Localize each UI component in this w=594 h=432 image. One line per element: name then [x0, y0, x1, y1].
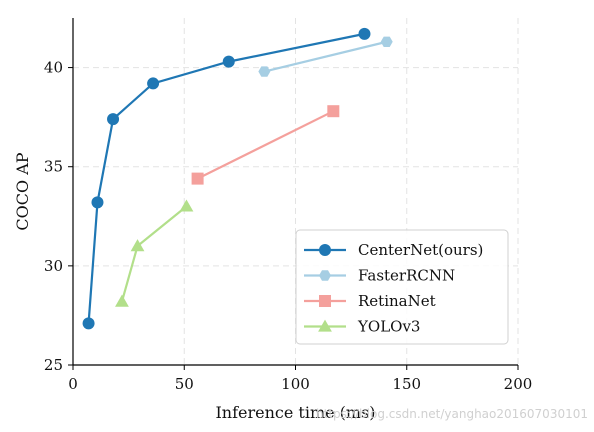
data-point: [222, 55, 235, 68]
legend-marker: [319, 270, 331, 281]
y-axis-ticks: 25 30 35 40: [44, 59, 73, 374]
legend-item: RetinaNet: [304, 292, 436, 310]
data-point: [82, 317, 95, 330]
series-centernet-ours: [82, 27, 371, 330]
data-point: [179, 199, 194, 212]
legend-label: FasterRCNN: [358, 267, 455, 285]
legend-box: [295, 229, 509, 345]
data-point: [258, 66, 271, 77]
data-point: [107, 113, 120, 126]
series-line: [120, 205, 188, 302]
y-tick-label: 40: [44, 59, 63, 77]
legend-marker: [319, 244, 331, 256]
y-tick-label: 35: [44, 158, 63, 176]
series-line: [87, 32, 365, 324]
series-line: [264, 40, 387, 73]
x-tick-label: 200: [504, 375, 533, 393]
data-point: [327, 105, 340, 118]
legend-label: YOLOv3: [357, 318, 420, 336]
x-axis-label: Inference time (ms): [215, 403, 375, 422]
y-axis-label: COCO AP: [13, 152, 32, 230]
series-yolov3: [115, 199, 194, 307]
series-fasterrcnn: [258, 36, 393, 77]
y-tick-label: 30: [44, 257, 63, 275]
legend-label: CenterNet(ours): [358, 241, 483, 259]
data-point: [147, 77, 160, 90]
legend-label: RetinaNet: [358, 292, 436, 310]
series-retinanet: [191, 105, 340, 185]
legend: CenterNet(ours) FasterRCNN RetinaNet YOLOv3: [295, 229, 509, 345]
legend-item: FasterRCNN: [304, 267, 455, 285]
data-point: [358, 27, 371, 40]
x-tick-label: 50: [175, 375, 194, 393]
x-tick-label: 0: [68, 375, 78, 393]
x-tick-label: 150: [392, 375, 421, 393]
y-tick-label: 25: [44, 356, 63, 374]
x-axis-ticks: 0 50 100 150 200: [68, 365, 532, 393]
watermark-text: https://blog.csdn.net/yanghao20160703010…: [316, 407, 588, 421]
data-point: [191, 172, 204, 185]
legend-marker: [318, 319, 332, 332]
data-point: [130, 239, 145, 252]
data-point: [91, 196, 104, 209]
legend-item: YOLOv3: [304, 318, 420, 336]
x-tick-label: 100: [281, 375, 310, 393]
data-point: [115, 294, 129, 307]
series-line: [197, 110, 334, 180]
data-point: [380, 36, 393, 47]
legend-item: CenterNet(ours): [304, 241, 483, 259]
plot-series: [82, 27, 393, 330]
legend-marker: [319, 295, 331, 307]
